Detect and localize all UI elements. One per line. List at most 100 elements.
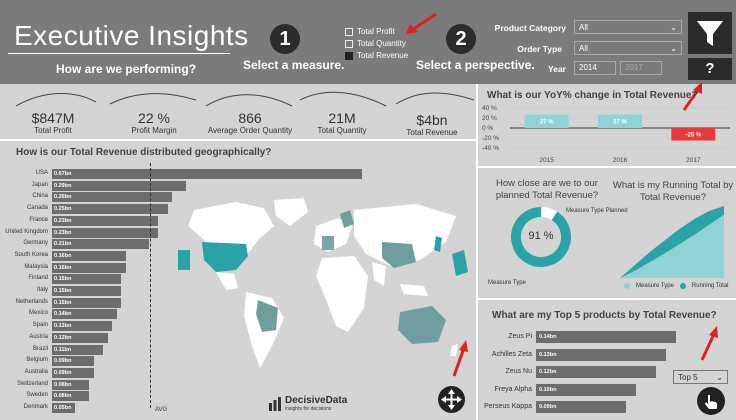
top5-bar-value: 0.09bn xyxy=(539,404,557,410)
map-region-australia[interactable] xyxy=(398,306,446,344)
geo-bar[interactable]: 0.67bn xyxy=(52,169,362,179)
top5-bar-value: 0.13bn xyxy=(539,351,557,358)
geo-bar[interactable]: 0.09bn xyxy=(52,356,94,367)
geo-bar[interactable]: 0.16bn xyxy=(52,250,126,261)
title-underline xyxy=(8,53,230,54)
product-category-label: Product Category xyxy=(494,23,566,33)
geo-bar-chart: USA 0.67bn Japan 0.29bn China 0.26bn Canada 0.2… xyxy=(0,167,440,417)
planned-panel-title: How close are we to our planned Total Re… xyxy=(495,178,599,201)
yoy-panel-title: What is our YoY% change in Total Revenue… xyxy=(487,90,698,101)
running-total-area-chart xyxy=(620,206,724,278)
map-region-western-europe[interactable] xyxy=(322,236,334,250)
yoy-y-tick: -20 % xyxy=(482,135,499,142)
geo-bar-value: 0.26bn xyxy=(54,194,72,201)
year-to-input[interactable]: 2017 xyxy=(620,61,662,75)
map-expand-button[interactable] xyxy=(438,386,465,413)
geo-bar[interactable]: 0.08bn xyxy=(52,391,89,402)
top5-category-label: Zeus Pi xyxy=(508,333,532,340)
geo-bar[interactable]: 0.15bn xyxy=(52,274,122,285)
geo-bar-value: 0.14bn xyxy=(54,311,72,318)
measure-selector: Total Profit Total Quantity Total Revenu… xyxy=(345,27,408,60)
yoy-bar[interactable] xyxy=(598,114,642,129)
top5-bar[interactable]: 0.12bn xyxy=(536,366,656,378)
donut-center-label: 91 % xyxy=(528,230,554,242)
order-type-dropdown[interactable]: All ⌄ xyxy=(574,41,682,55)
geo-bar[interactable]: 0.15bn xyxy=(52,286,122,296)
top5-category-label: Freya Alpha xyxy=(494,385,532,393)
top5-bar[interactable]: 0.10bn xyxy=(536,383,636,396)
checkbox-checked-icon[interactable] xyxy=(345,51,353,60)
top5-bar[interactable]: 0.09bn xyxy=(536,401,626,413)
map-region-india[interactable] xyxy=(372,262,386,286)
kpi-total-quantity-label: Total Quantity xyxy=(317,126,367,135)
geo-category-label: Switzerland xyxy=(16,380,48,387)
product-category-dropdown[interactable]: All ⌄ xyxy=(574,20,682,34)
measure-option-total-quantity[interactable]: Total Quantity xyxy=(345,39,408,48)
yoy-bar[interactable] xyxy=(671,128,716,141)
dropdown-value: Top 5 xyxy=(678,372,698,382)
year-from-input[interactable]: 2014 xyxy=(574,61,616,75)
geo-bar-value: 0.16bn xyxy=(54,264,72,271)
map-region-greenland[interactable] xyxy=(274,198,308,226)
annotation-arrow-icon xyxy=(682,82,702,111)
filter-button[interactable] xyxy=(688,12,732,54)
top5-bar-chart: Zeus Pi 0.14bn Achilles Zeta 0.13bn Zeus Nu 0… xyxy=(480,328,680,418)
map-region-alaska[interactable] xyxy=(178,250,190,270)
help-button[interactable]: ? xyxy=(688,58,732,80)
top5-bar[interactable]: 0.14bn xyxy=(536,331,676,343)
map-region-africa[interactable] xyxy=(316,256,368,332)
geo-bar[interactable]: 0.08bn xyxy=(52,379,89,390)
geo-bar[interactable]: 0.11bn xyxy=(52,344,103,355)
measure-option-total-profit[interactable]: Total Profit xyxy=(345,27,408,36)
step-2-badge: 2 xyxy=(446,24,476,54)
page-subtitle: How are we performing? xyxy=(56,62,197,76)
donut-actual-slice[interactable] xyxy=(510,206,572,268)
panel-divider xyxy=(476,84,478,420)
geo-bar-value: 0.29bn xyxy=(54,182,72,189)
geo-bar[interactable]: 0.15bn xyxy=(52,297,122,308)
geo-bar[interactable]: 0.25bn xyxy=(52,204,168,215)
map-region-china[interactable] xyxy=(382,242,416,268)
geo-bar[interactable]: 0.09bn xyxy=(52,367,94,378)
checkbox-icon[interactable] xyxy=(345,27,353,36)
geo-bar[interactable]: 0.16bn xyxy=(52,262,126,273)
legend-measure-type-planned: Measure Type Planned xyxy=(566,208,628,214)
running-total-legend: Measure Type Running Total xyxy=(624,283,729,289)
area-series-measure-type[interactable] xyxy=(620,214,724,278)
geo-bar-value: 0.13bn xyxy=(54,323,72,330)
map-region-russia[interactable] xyxy=(354,204,456,266)
map-region-usa[interactable] xyxy=(202,242,248,272)
map-region-brazil[interactable] xyxy=(256,300,278,332)
geo-bar[interactable]: 0.05bn xyxy=(52,403,76,413)
geo-bar[interactable]: 0.26bn xyxy=(52,192,173,203)
map-region-indonesia[interactable] xyxy=(400,284,428,296)
geo-bar[interactable]: 0.12bn xyxy=(52,332,108,343)
top5-category-label: Perseus Kappa xyxy=(484,403,532,410)
map-region-japan[interactable] xyxy=(434,236,442,252)
yoy-bar[interactable] xyxy=(524,114,569,129)
geo-bar[interactable]: 0.13bn xyxy=(52,321,113,332)
geo-bar[interactable]: 0.23bn xyxy=(52,215,159,226)
geo-bar[interactable]: 0.21bn xyxy=(52,239,150,250)
measure-option-label: Total Quantity xyxy=(357,39,406,48)
top5-bar[interactable]: 0.13bn xyxy=(536,348,666,361)
geo-bar[interactable]: 0.29bn xyxy=(52,180,187,191)
geo-bar[interactable]: 0.23bn xyxy=(52,227,159,238)
map-region-canada[interactable] xyxy=(188,202,274,262)
map-region-korea[interactable] xyxy=(452,250,468,276)
order-type-label: Order Type xyxy=(517,44,562,54)
measure-option-total-revenue[interactable]: Total Revenue xyxy=(345,51,408,60)
geo-bar-value: 0.05bn xyxy=(54,405,72,411)
geo-bar[interactable]: 0.14bn xyxy=(52,309,117,320)
legend-running-total-label: Running Total xyxy=(691,283,729,289)
top-n-dropdown[interactable]: Top 5 ⌄ xyxy=(673,370,728,384)
geo-category-label: Finland xyxy=(28,275,48,282)
map-region-scandinavia[interactable] xyxy=(340,210,354,228)
geo-bar-value: 0.23bn xyxy=(54,217,72,224)
map-region-mexico[interactable] xyxy=(216,272,238,290)
chevron-down-icon: ⌄ xyxy=(716,372,723,382)
interact-button[interactable] xyxy=(697,387,725,415)
map-region-new-zealand[interactable] xyxy=(450,344,458,356)
world-map[interactable] xyxy=(176,196,472,371)
checkbox-icon[interactable] xyxy=(345,39,353,48)
